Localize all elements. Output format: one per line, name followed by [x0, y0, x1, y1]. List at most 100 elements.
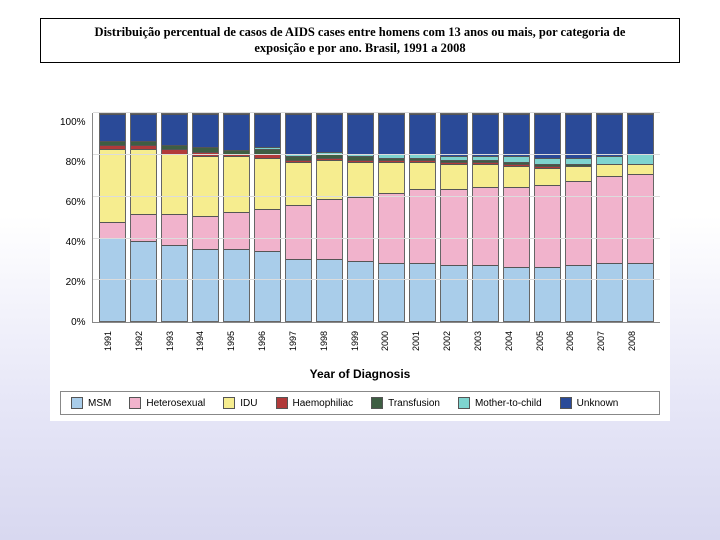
- swatch-icon: [560, 397, 572, 409]
- seg-msm: [535, 267, 560, 321]
- bar-2008: [627, 113, 654, 322]
- seg-msm: [286, 259, 311, 321]
- seg-hetero: [473, 187, 498, 266]
- x-tick: 2008: [627, 323, 654, 361]
- bar-2003: [472, 113, 499, 322]
- x-axis-label: Year of Diagnosis: [60, 367, 660, 381]
- legend-label: Mother-to-child: [475, 398, 542, 409]
- seg-hetero: [566, 181, 591, 266]
- bar-1997: [285, 113, 312, 322]
- seg-hetero: [348, 197, 373, 261]
- seg-idu: [162, 154, 187, 214]
- seg-msm: [566, 265, 591, 321]
- seg-unknown: [131, 114, 156, 141]
- seg-unknown: [193, 114, 218, 147]
- legend-item-idu: IDU: [223, 397, 257, 409]
- x-tick: 1997: [288, 323, 315, 361]
- title-box: Distribuição percentual de casos de AIDS…: [40, 18, 680, 63]
- bar-2005: [534, 113, 561, 322]
- legend-label: Unknown: [577, 398, 619, 409]
- x-tick: 1994: [195, 323, 222, 361]
- seg-unknown: [162, 114, 187, 145]
- y-tick: 100%: [60, 118, 86, 128]
- seg-idu: [131, 149, 156, 213]
- bar-2002: [440, 113, 467, 322]
- seg-msm: [473, 265, 498, 321]
- legend-label: IDU: [240, 398, 257, 409]
- slide: Distribuição percentual de casos de AIDS…: [0, 0, 720, 540]
- swatch-icon: [223, 397, 235, 409]
- seg-unknown: [441, 114, 466, 155]
- x-tick: 1996: [257, 323, 284, 361]
- seg-idu: [379, 162, 404, 193]
- legend: MSM Heterosexual IDU Haemophiliac Transfusio…: [60, 391, 660, 415]
- x-tick: 1998: [319, 323, 346, 361]
- y-tick: 20%: [66, 278, 86, 288]
- title-line1: Distribuição percentual de casos de AIDS…: [95, 25, 626, 39]
- seg-hetero: [410, 189, 435, 264]
- x-tick: 2007: [596, 323, 623, 361]
- x-tick: 1992: [134, 323, 161, 361]
- seg-unknown: [317, 114, 342, 151]
- seg-msm: [100, 238, 125, 321]
- x-tick: 1999: [350, 323, 377, 361]
- bar-1996: [254, 113, 281, 322]
- chart: 100%80%60%40%20%0% 199119921993199419951…: [50, 103, 670, 421]
- y-tick: 60%: [66, 198, 86, 208]
- legend-label: Transfusion: [388, 398, 440, 409]
- seg-hetero: [628, 174, 653, 263]
- seg-idu: [317, 160, 342, 199]
- seg-hetero: [379, 193, 404, 263]
- seg-unknown: [473, 114, 498, 155]
- seg-msm: [410, 263, 435, 321]
- seg-hetero: [535, 185, 560, 268]
- seg-hetero: [131, 214, 156, 241]
- seg-unknown: [566, 114, 591, 157]
- seg-unknown: [410, 114, 435, 153]
- x-tick: 2005: [535, 323, 562, 361]
- seg-idu: [628, 164, 653, 174]
- legend-item-haemo: Haemophiliac: [276, 397, 354, 409]
- seg-msm: [597, 263, 622, 321]
- seg-hetero: [224, 212, 249, 249]
- x-axis: 1991199219931994199519961997199819992000…: [97, 323, 660, 361]
- seg-idu: [224, 156, 249, 212]
- legend-item-mtc: Mother-to-child: [458, 397, 542, 409]
- seg-idu: [255, 158, 280, 210]
- legend-label: MSM: [88, 398, 111, 409]
- seg-msm: [255, 251, 280, 321]
- seg-idu: [566, 166, 591, 180]
- seg-unknown: [224, 114, 249, 149]
- seg-unknown: [286, 114, 311, 153]
- swatch-icon: [129, 397, 141, 409]
- y-tick: 0%: [71, 318, 85, 328]
- legend-label: Heterosexual: [146, 398, 205, 409]
- seg-idu: [410, 162, 435, 189]
- y-tick: 80%: [66, 158, 86, 168]
- legend-item-transfusion: Transfusion: [371, 397, 440, 409]
- bar-2006: [565, 113, 592, 322]
- x-tick: 1995: [226, 323, 253, 361]
- bar-1998: [316, 113, 343, 322]
- seg-hetero: [255, 209, 280, 250]
- seg-idu: [535, 168, 560, 185]
- bar-1993: [161, 113, 188, 322]
- seg-unknown: [379, 114, 404, 153]
- bar-1991: [99, 113, 126, 322]
- x-tick: 1991: [103, 323, 130, 361]
- x-tick: 1993: [165, 323, 192, 361]
- x-tick: 2000: [380, 323, 407, 361]
- bar-1994: [192, 113, 219, 322]
- seg-msm: [628, 263, 653, 321]
- seg-hetero: [162, 214, 187, 245]
- seg-idu: [193, 156, 218, 216]
- seg-mtc: [597, 156, 622, 164]
- seg-msm: [162, 245, 187, 322]
- seg-unknown: [628, 114, 653, 153]
- x-tick: 2002: [442, 323, 469, 361]
- plot-area: 100%80%60%40%20%0%: [60, 113, 660, 323]
- seg-hetero: [597, 176, 622, 263]
- seg-hetero: [286, 205, 311, 259]
- seg-msm: [131, 241, 156, 322]
- seg-unknown: [597, 114, 622, 155]
